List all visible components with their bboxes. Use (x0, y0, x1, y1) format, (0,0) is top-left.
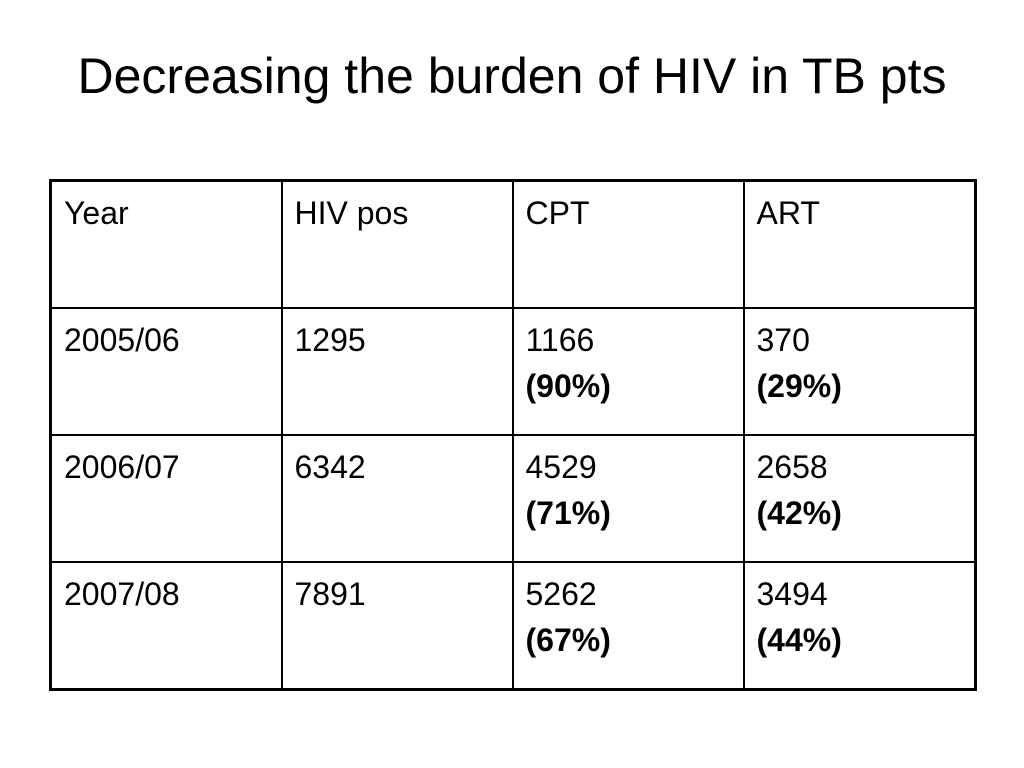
cell-art: 2658 (42%) (742, 434, 977, 563)
art-count: 370 (756, 322, 810, 358)
cell-art: 370 (29%) (742, 307, 977, 436)
cell-cpt: 4529 (71%) (511, 434, 745, 563)
header-year: Year (49, 179, 283, 309)
cell-hiv-pos: 1295 (280, 307, 514, 436)
slide-title: Decreasing the burden of HIV in TB pts (77, 48, 947, 104)
table-row: 2007/08 7891 5262 (67%) 3494 (44%) (49, 561, 977, 691)
cell-cpt: 1166 (90%) (511, 307, 745, 436)
art-percent: (44%) (756, 622, 842, 658)
table-row: 2005/06 1295 1166 (90%) 370 (29%) (49, 307, 977, 436)
cpt-percent: (71%) (525, 495, 611, 531)
cell-year: 2005/06 (49, 307, 283, 436)
art-count: 2658 (756, 449, 828, 485)
cell-art: 3494 (44%) (742, 561, 977, 691)
header-hiv-pos: HIV pos (280, 179, 514, 309)
art-percent: (29%) (756, 368, 842, 404)
cell-year: 2007/08 (49, 561, 283, 691)
header-cpt: CPT (511, 179, 745, 309)
header-art: ART (742, 179, 977, 309)
cpt-count: 5262 (525, 576, 597, 612)
art-count: 3494 (756, 576, 828, 612)
hiv-tb-table: Year HIV pos CPT ART 2005/06 1295 1166 (… (49, 179, 977, 691)
cpt-percent: (67%) (525, 622, 611, 658)
art-percent: (42%) (756, 495, 842, 531)
cell-hiv-pos: 7891 (280, 561, 514, 691)
table-header-row: Year HIV pos CPT ART (49, 179, 977, 309)
cell-hiv-pos: 6342 (280, 434, 514, 563)
cpt-count: 1166 (525, 322, 595, 358)
table-row: 2006/07 6342 4529 (71%) 2658 (42%) (49, 434, 977, 563)
cell-cpt: 5262 (67%) (511, 561, 745, 691)
cpt-count: 4529 (525, 449, 597, 485)
cpt-percent: (90%) (525, 368, 611, 404)
cell-year: 2006/07 (49, 434, 283, 563)
